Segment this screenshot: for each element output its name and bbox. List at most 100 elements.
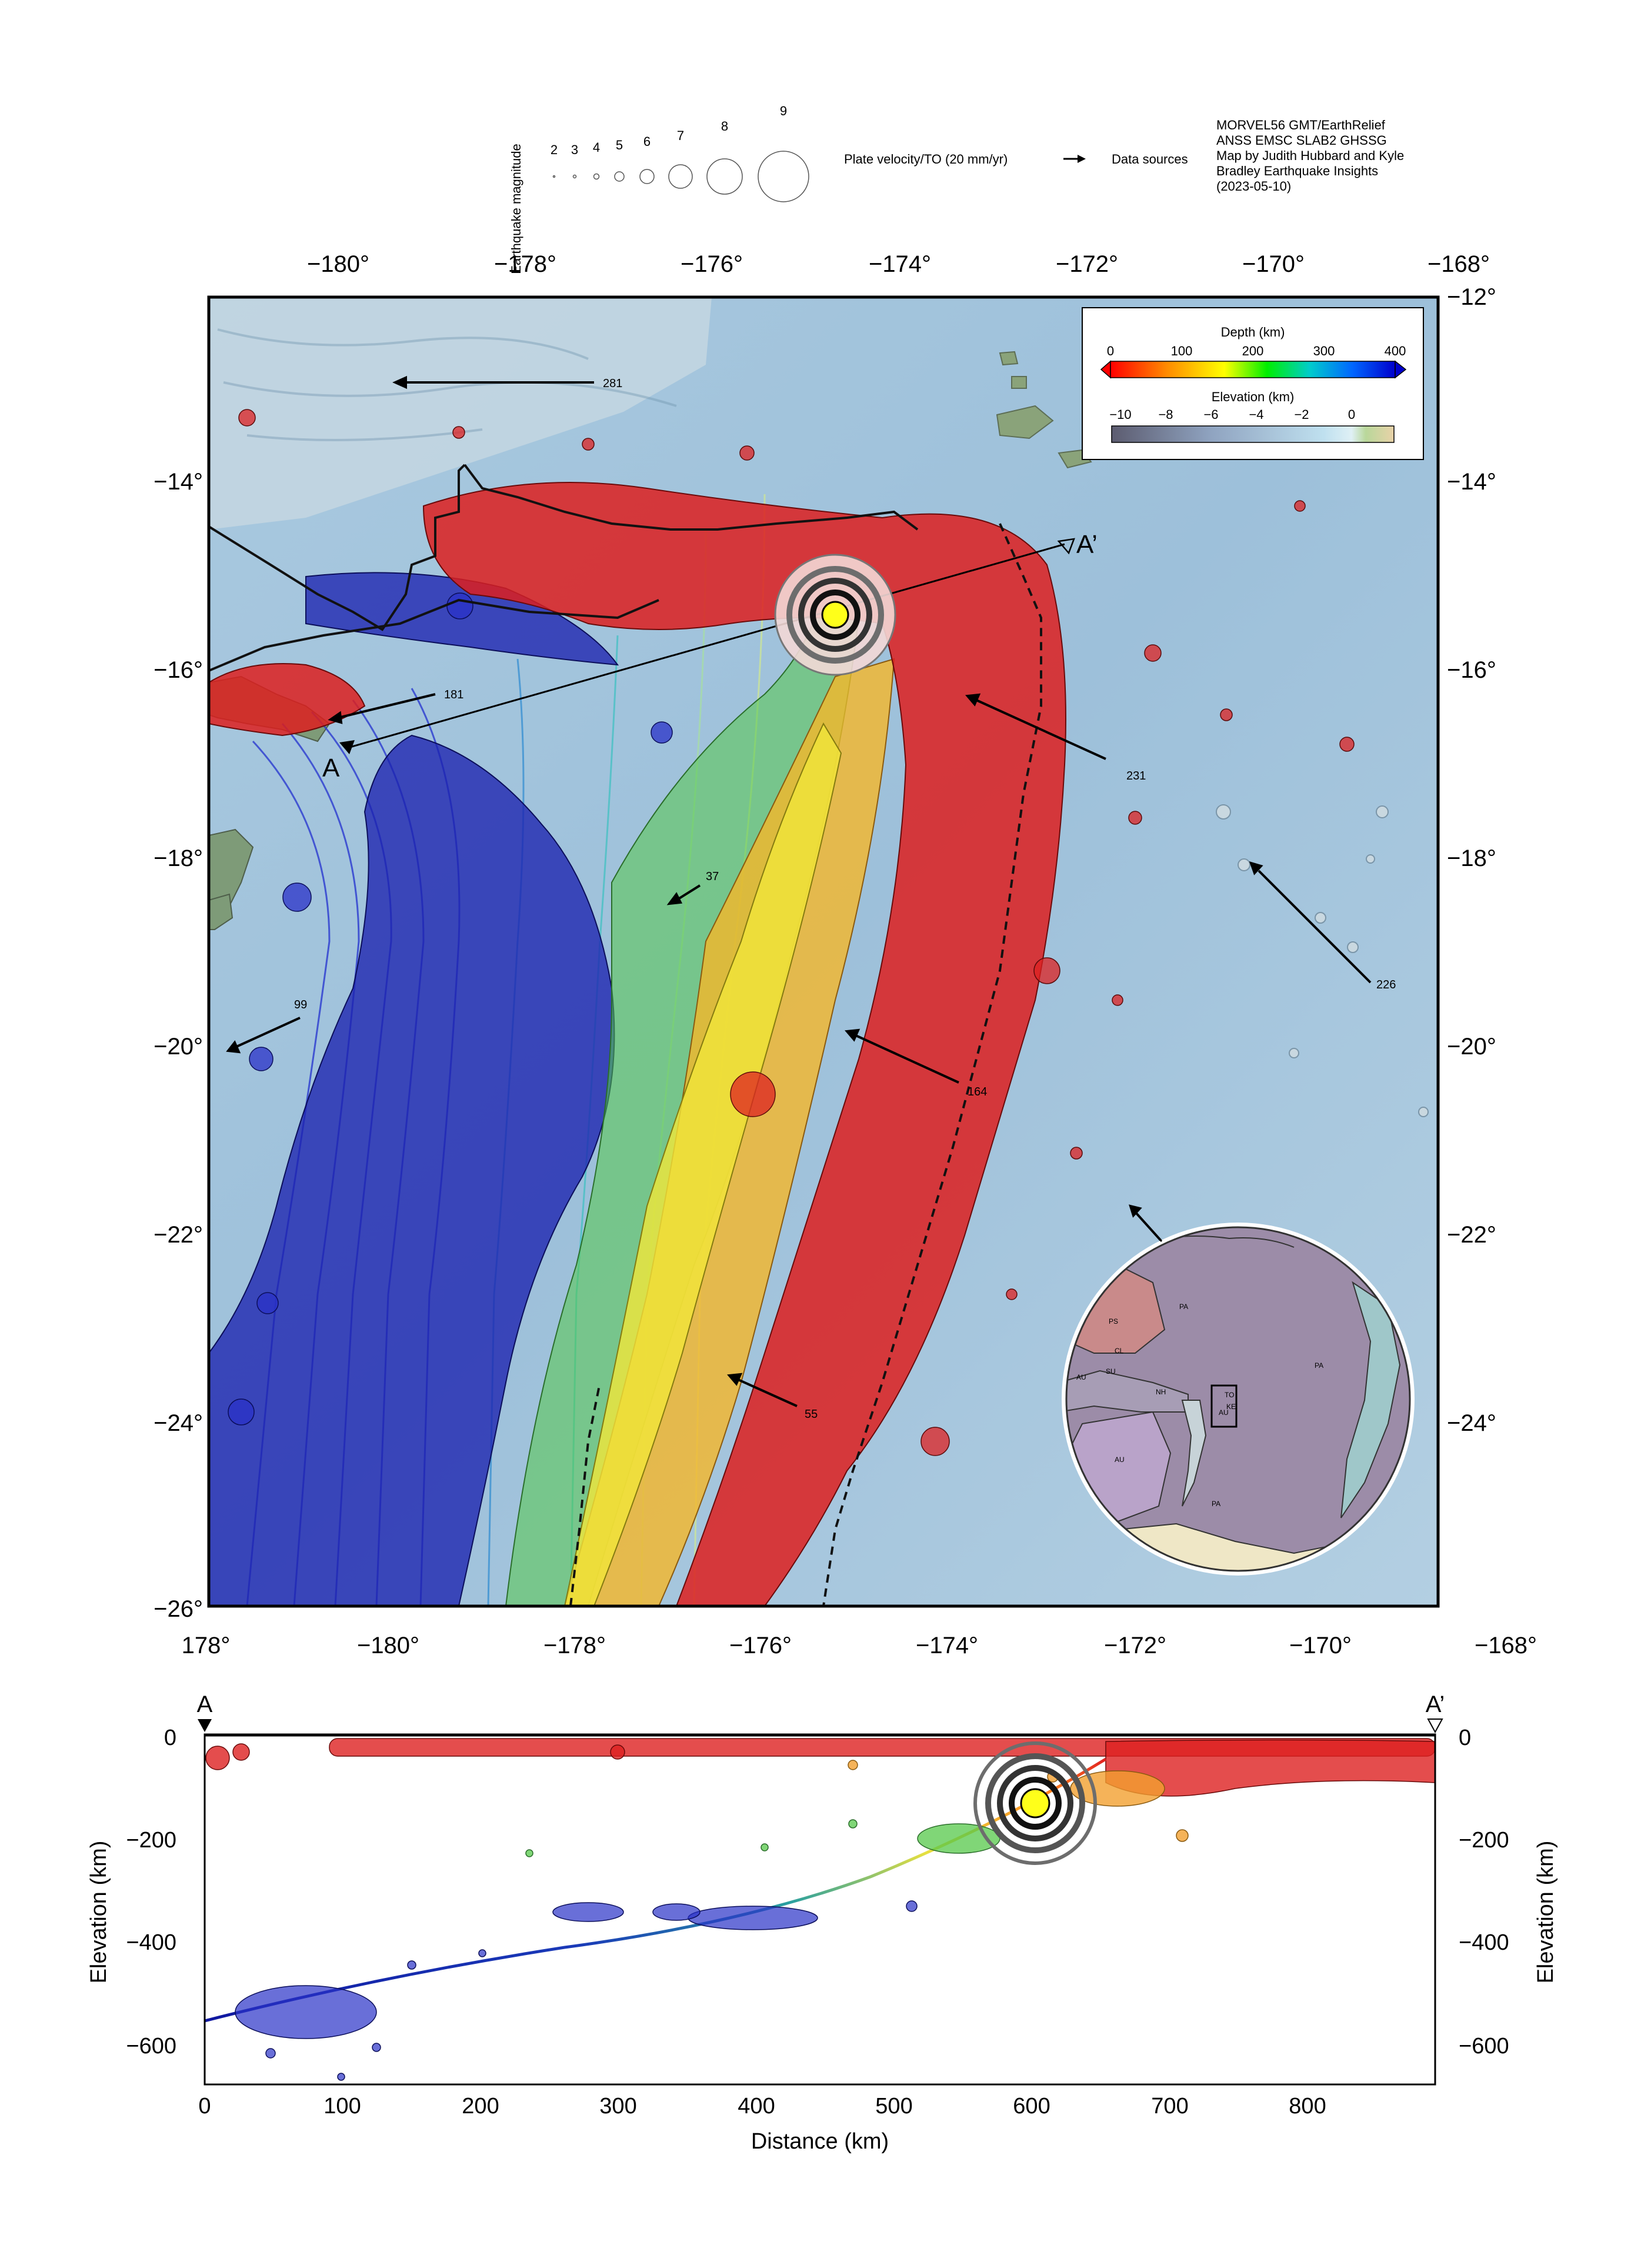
map-legend: Depth (km) 0 100 200 300 400 Elevation (… — [1082, 307, 1424, 460]
lon-tick: −172° — [1056, 251, 1118, 277]
mainshock-marker — [774, 554, 896, 676]
inset-plate-label: AU — [1219, 1408, 1229, 1417]
depth-legend-tick: 300 — [1313, 344, 1335, 358]
depth-legend-title: Depth (km) — [1221, 325, 1285, 339]
magnitude-label: 5 — [616, 138, 623, 152]
cross-section-background — [205, 1734, 1435, 2084]
velocity-label: 181 — [444, 688, 463, 701]
magnitude-circle — [706, 158, 743, 195]
inset-plate-label: AU — [1076, 1373, 1086, 1381]
y-tick: 0 — [1459, 1726, 1471, 1750]
lat-tick: −16° — [154, 657, 203, 683]
elevation-legend-title: Elevation (km) — [1212, 389, 1295, 404]
profile-start-label: A — [197, 1691, 213, 1717]
lat-tick: −22° — [1447, 1222, 1496, 1248]
magnitude-label: 4 — [593, 140, 600, 155]
lat-tick: −18° — [1447, 845, 1496, 871]
data-sources-label: Data sources — [1112, 152, 1188, 166]
y-tick: −600 — [1459, 2034, 1509, 2059]
velocity-labels: 281 181 231 37 226 99 164 55 — [294, 377, 1396, 1421]
elevation-legend-tick: −4 — [1249, 407, 1263, 422]
y-tick: −400 — [1459, 1930, 1509, 1955]
velocity-label: 281 — [603, 377, 622, 390]
seamounts — [1216, 804, 1429, 1117]
profile-quakes-deep — [235, 1900, 918, 2081]
profile-end-label: A’ — [1426, 1691, 1445, 1717]
magnitude-label: 9 — [780, 104, 787, 118]
elevation-legend-tick: −2 — [1294, 407, 1309, 422]
map-bottom-ticks: 178° −180° −178° −176° −174° −172° −170°… — [182, 1633, 1537, 1658]
magnitude-circle — [572, 174, 577, 179]
profile-start-label: A — [322, 754, 340, 782]
inset-globe: PA PA PA PS CL AU AU NH SU TO KE AU — [1062, 1211, 1415, 1576]
elevation-legend-tick: −10 — [1109, 407, 1131, 422]
profile-end-label: A’ — [1076, 530, 1098, 559]
lat-tick: −16° — [1447, 657, 1496, 683]
header-legend: Earthquake magnitude 2 3 4 5 6 7 8 9 Pla… — [509, 104, 1404, 274]
lon-tick: −174° — [869, 251, 931, 277]
inset-plate-label: PA — [1212, 1500, 1220, 1508]
x-tick: 300 — [599, 2094, 636, 2119]
magnitude-circle — [552, 175, 556, 178]
magnitude-circle — [758, 151, 809, 202]
lon-tick: −170° — [1242, 251, 1305, 277]
lon-tick: −170° — [1289, 1633, 1352, 1658]
lat-tick: −14° — [154, 469, 203, 495]
x-axis-label: Distance (km) — [751, 2129, 889, 2154]
x-tick: 400 — [738, 2094, 775, 2119]
y-tick: 0 — [164, 1726, 176, 1750]
magnitude-circle — [614, 171, 625, 182]
lat-tick: −20° — [1447, 1034, 1496, 1060]
inset-location-box — [1210, 1384, 1238, 1428]
inset-plate-label: PA — [1179, 1303, 1188, 1311]
lat-tick: −22° — [154, 1222, 203, 1248]
cross-section-panel: A A’ — [86, 1691, 1558, 2154]
seafloor-relief — [217, 328, 677, 441]
cross-section-frame — [204, 1733, 1436, 2086]
inset-plate-label: PA — [1315, 1361, 1323, 1370]
lat-tick: −14° — [1447, 469, 1496, 495]
map-left-ticks: −14° −16° −18° −20° −22° −24° −26° — [154, 469, 203, 1622]
plate-velocity-label: Plate velocity/TO (20 mm/yr) — [844, 152, 1008, 166]
velocity-label: 99 — [294, 998, 307, 1011]
inset-plate-label: NH — [1156, 1388, 1166, 1396]
profile-start-marker — [198, 1719, 212, 1732]
magnitude-label: 7 — [677, 128, 684, 143]
profile-start-marker — [339, 740, 355, 754]
magnitude-circle — [668, 164, 693, 189]
map-right-ticks: −12° −14° −16° −18° −20° −22° −24° — [1447, 284, 1496, 1436]
profile-quakes-shallow — [205, 1738, 1435, 1797]
velocity-label: 37 — [706, 870, 719, 883]
x-tick: 700 — [1151, 2094, 1188, 2119]
inset-plate-label: SU — [1106, 1367, 1116, 1376]
plate-boundaries — [209, 464, 1042, 1606]
magnitude-scale: 2 3 4 5 6 7 8 9 — [551, 104, 809, 202]
depth-legend-tick: 100 — [1171, 344, 1193, 358]
lat-tick: −20° — [154, 1034, 203, 1060]
lon-tick: −176° — [729, 1633, 792, 1658]
lon-tick: −168° — [1427, 251, 1490, 277]
y-tick: −200 — [1459, 1828, 1509, 1853]
credit-line: ANSS EMSC SLAB2 GHSSG — [1216, 133, 1387, 148]
x-tick: 0 — [198, 2094, 211, 2119]
elevation-legend-tick: −6 — [1203, 407, 1218, 422]
x-tick: 500 — [875, 2094, 912, 2119]
x-tick: 800 — [1289, 2094, 1326, 2119]
lon-tick: −178° — [543, 1633, 606, 1658]
lat-tick: −18° — [154, 845, 203, 871]
lon-tick: −178° — [494, 251, 556, 277]
inset-plate-label: AU — [1115, 1456, 1125, 1464]
magnitude-circle — [593, 173, 600, 180]
elevation-colorbar — [1111, 425, 1395, 443]
y-axis-label: Elevation (km) — [86, 1841, 111, 1984]
velocity-label: 164 — [968, 1085, 987, 1098]
velocity-label: 231 — [1126, 770, 1146, 782]
velocity-label: 55 — [805, 1408, 818, 1421]
velocity-label: 226 — [1376, 978, 1396, 991]
y-tick: −600 — [126, 2034, 176, 2059]
y-axis-label: Elevation (km) — [1533, 1841, 1558, 1984]
lon-tick: −176° — [681, 251, 743, 277]
credit-line: Bradley Earthquake Insights — [1216, 164, 1378, 178]
credit-line: MORVEL56 GMT/EarthRelief — [1216, 118, 1386, 132]
lon-tick: −180° — [307, 251, 369, 277]
